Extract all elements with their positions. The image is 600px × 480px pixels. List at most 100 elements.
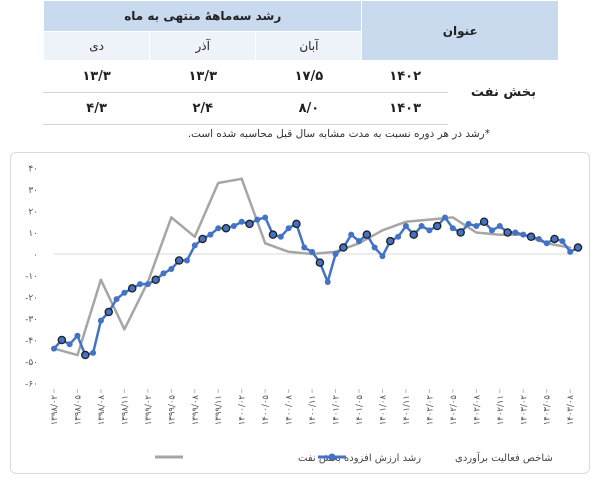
month-header-azar: آذر: [149, 31, 257, 61]
point-blue: [559, 238, 566, 245]
x-tick-label: ۱۴۰۰/۰۸: [285, 395, 295, 426]
point-blue: [473, 223, 480, 230]
point-blue: [268, 230, 278, 239]
point-gray: [498, 233, 501, 236]
point-blue: [520, 231, 527, 238]
x-tick-label: ۱۴۰۲/۰۲: [425, 395, 435, 426]
point-blue: [371, 244, 378, 251]
point-blue: [292, 219, 301, 229]
point-blue: [121, 289, 128, 296]
point-blue: [535, 235, 542, 242]
x-tick-label: ۱۴۰۲/۰۸: [472, 395, 482, 426]
point-blue: [512, 229, 519, 236]
point-blue: [479, 217, 489, 226]
point-blue: [285, 225, 292, 232]
y-tick-label: -۵۰: [25, 358, 38, 368]
point-blue: [245, 219, 254, 229]
x-tick-label: ۱۳۹۹/۰۸: [191, 395, 201, 426]
point-blue: [66, 341, 73, 348]
point-blue: [543, 240, 550, 247]
point-blue: [402, 223, 409, 230]
point-blue: [51, 345, 57, 352]
legend: رشد ارزش افزوده بخش نفت شاخص فعالیت برآو…: [155, 451, 553, 464]
x-tick-label: ۱۴۰۱/۰۲: [332, 395, 342, 426]
x-tick-label: ۱۳۹۸/۰۸: [97, 395, 107, 426]
point-gray: [381, 229, 384, 232]
point-blue: [573, 243, 583, 252]
header-title: عنوان: [361, 0, 559, 61]
legend-swatch-blue-marker: [328, 453, 336, 461]
x-tick-label: ۱۴۰۳/۰۲: [519, 395, 529, 426]
x-tick-label: ۱۴۰۱/۰۵: [355, 395, 365, 426]
point-blue: [456, 228, 465, 237]
point-blue: [567, 248, 574, 255]
value-1403-aban: ۸/۰: [255, 92, 363, 125]
point-blue: [168, 266, 175, 273]
point-blue: [183, 257, 190, 264]
point-blue: [362, 230, 372, 239]
point-gray: [404, 220, 408, 223]
y-tick-label: ۲۰: [28, 208, 38, 218]
y-axis-ticks: ۴۰ ۳۰ ۲۰ ۱۰ ۰ -۱۰ -۲۰ -۳۰ -۴۰ -۵۰ -۶۰: [25, 165, 38, 390]
y-tick-label: -۴۰: [25, 337, 38, 347]
point-blue: [395, 233, 402, 240]
point-gray: [451, 216, 455, 219]
x-tick-label: ۱۴۰۰/۰۵: [261, 395, 271, 426]
point-blue: [127, 284, 137, 293]
value-1403-azar: ۲/۴: [149, 92, 257, 125]
x-tick-label: ۱۴۰۰/۱۱: [308, 395, 318, 425]
month-header-dey: دی: [42, 31, 151, 61]
x-tick-label: ۱۳۹۸/۱۱: [120, 395, 130, 425]
point-blue: [324, 278, 331, 285]
point-blue: [309, 248, 316, 255]
x-tick-label: ۱۴۰۰/۰۲: [238, 395, 248, 426]
point-blue: [496, 223, 503, 230]
point-gray: [99, 278, 103, 281]
series-line-gray: [53, 177, 571, 357]
point-blue: [332, 251, 339, 257]
value-1402-aban: ۱۷/۵: [255, 60, 363, 93]
x-tick-label: ۱۴۰۳/۰۸: [566, 395, 576, 426]
point-blue: [113, 296, 120, 303]
footnote: *رشد در هر دوره نسبت به مدت مشابه سال قب…: [187, 128, 490, 140]
point-blue: [348, 231, 355, 238]
point-blue: [74, 332, 81, 339]
point-blue: [151, 275, 160, 285]
point-blue: [550, 234, 559, 244]
value-1403-dey: ۴/۳: [42, 92, 151, 125]
point-gray: [193, 235, 196, 238]
x-tick-label: ۱۳۹۹/۰۲: [144, 395, 154, 426]
point-blue: [238, 218, 245, 225]
y-tick-label: ۱۰: [28, 229, 38, 239]
point-blue: [409, 230, 419, 239]
point-blue: [262, 214, 269, 221]
point-blue: [386, 236, 395, 246]
point-gray: [123, 328, 126, 331]
x-tick-label: ۱۴۰۳/۰۵: [543, 395, 553, 426]
point-gray: [475, 231, 478, 234]
x-tick-label: ۱۳۹۹/۱۱: [214, 395, 224, 425]
x-tick-label: ۱۳۹۸/۰۵: [73, 395, 83, 426]
point-blue: [160, 270, 167, 277]
y-tick-label: -۱۰: [25, 272, 38, 282]
point-gray: [428, 218, 431, 221]
x-tick-label: ۱۴۰۲/۱۱: [496, 395, 506, 425]
x-tick-label: ۱۴۰۲/۰۵: [449, 395, 459, 426]
x-axis-ticks: ۱۳۹۸/۰۲ ۱۳۹۸/۰۵ ۱۳۹۸/۰۸ ۱۳۹۸/۱۱ ۱۳۹۹/۰۲ ۱۳۹۹/…: [50, 389, 576, 425]
y-tick-label: ۳۰: [28, 186, 38, 196]
point-gray: [568, 246, 572, 249]
y-tick-label: -۳۰: [25, 315, 38, 325]
point-blue: [379, 253, 386, 260]
point-blue: [339, 243, 348, 252]
point-blue: [230, 223, 237, 230]
series-layer: [51, 177, 583, 360]
point-blue: [526, 232, 536, 242]
chart-frame: [10, 152, 590, 474]
legend-label-blue: شاخص فعالیت برآوردی: [455, 451, 553, 464]
header-group: رشد سه‌ماهۀ منتهی به ماه: [42, 0, 363, 32]
point-gray: [263, 242, 267, 245]
y-tick-label: ۴۰: [28, 165, 38, 175]
point-blue: [465, 220, 472, 227]
point-blue: [488, 227, 495, 234]
